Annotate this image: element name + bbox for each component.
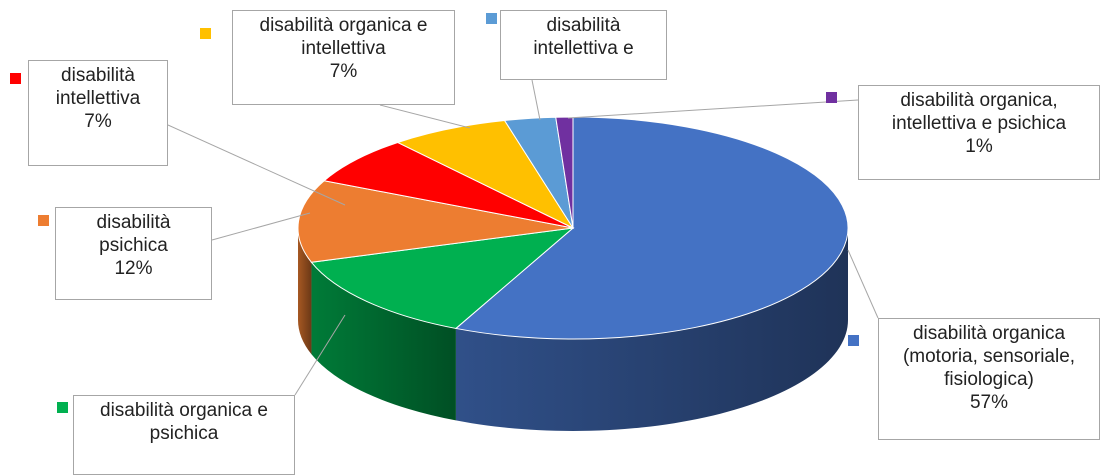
legend-marker: [486, 13, 497, 24]
label-category: disabilità organica, intellettiva e psic…: [891, 90, 1067, 134]
data-label: disabilità psichica 12%: [55, 207, 212, 300]
label-value: 7%: [84, 111, 112, 132]
legend-marker: [57, 402, 68, 413]
label-category: disabilità intellettiva: [55, 65, 141, 109]
label-value: 12%: [114, 258, 153, 279]
label-value: 57%: [969, 392, 1009, 413]
label-category: disabilità psichica: [96, 212, 171, 256]
slice: [454, 116, 849, 340]
slice-side: [298, 228, 312, 355]
chart: [167, 79, 879, 431]
legend-marker: [10, 73, 21, 84]
page: {"chart_data": {"type": "pie3d", "catego…: [10, 10, 1100, 475]
slice: [310, 227, 575, 329]
legend-marker: [848, 335, 859, 346]
slice-side: [455, 228, 848, 431]
label-category: disabilità organica (motoria, sensoriale…: [902, 323, 1076, 390]
slice: [555, 116, 574, 229]
leader-line: [847, 249, 879, 319]
legend-marker: [826, 92, 837, 103]
leader-line: [211, 212, 311, 241]
leader-line: [567, 99, 859, 119]
pie-sides: [298, 228, 848, 431]
leader-line: [294, 314, 346, 396]
data-label: disabilità organica e psichica: [73, 395, 295, 475]
label-value: 1%: [965, 136, 993, 157]
slice: [297, 180, 574, 263]
label-category: disabilità organica e intellettiva: [259, 15, 428, 59]
data-label: disabilità intellettiva e: [500, 10, 667, 80]
leader-line: [379, 104, 471, 129]
label-category: disabilità organica e psichica: [100, 400, 268, 444]
label-category: disabilità intellettiva e: [533, 15, 634, 59]
leader-line: [167, 124, 346, 206]
label-value: 7%: [329, 61, 358, 82]
data-label: disabilità organica e intellettiva 7%: [232, 10, 455, 105]
slice-side: [311, 262, 456, 421]
data-label: disabilità organica, intellettiva e psic…: [858, 85, 1100, 180]
data-label: disabilità organica (motoria, sensoriale…: [878, 318, 1100, 440]
legend-marker: [200, 28, 211, 39]
slice: [396, 119, 575, 230]
legend-marker: [38, 215, 49, 226]
leader-line: [531, 79, 541, 121]
slice: [323, 141, 574, 229]
data-label: disabilità intellettiva 7%: [28, 60, 168, 166]
